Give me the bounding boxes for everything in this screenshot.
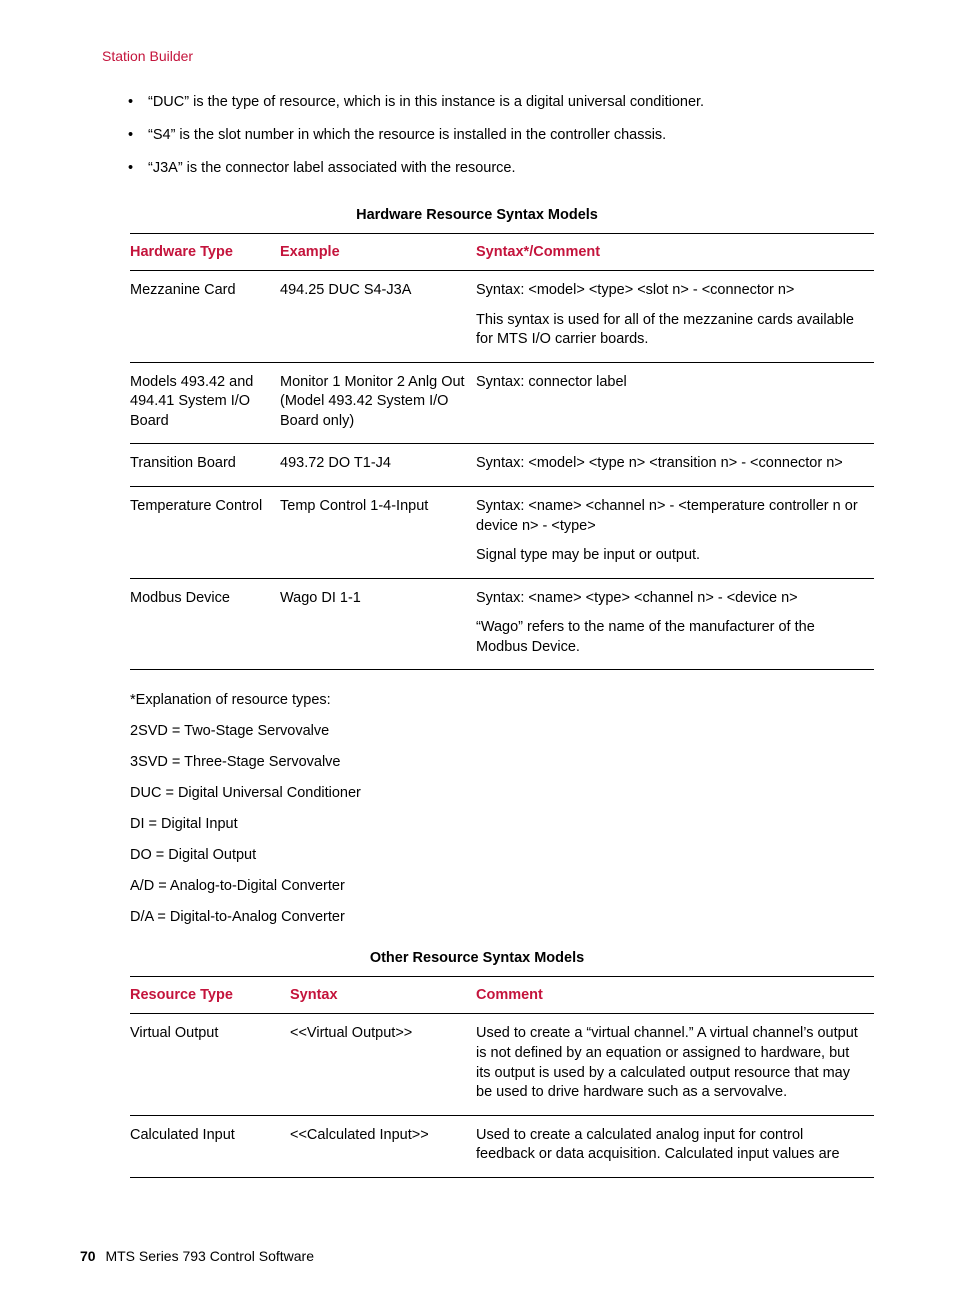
section-header: Station Builder bbox=[102, 48, 874, 64]
table2-h2: Syntax bbox=[290, 977, 476, 1014]
table-row: Transition Board 493.72 DO T1-J4 Syntax:… bbox=[130, 444, 874, 487]
note-line: D/A = Digital-to-Analog Converter bbox=[130, 907, 874, 928]
cell-line: Syntax: <model> <type n> <transition n> … bbox=[476, 454, 866, 474]
cell-line: Used to create a “virtual channel.” A vi… bbox=[476, 1024, 866, 1102]
cell: Temperature Control bbox=[130, 486, 280, 578]
table2-h3: Comment bbox=[476, 977, 874, 1014]
cell-line: Used to create a calculated analog input… bbox=[476, 1126, 866, 1165]
cell: Transition Board bbox=[130, 444, 280, 487]
cell: Mezzanine Card bbox=[130, 271, 280, 363]
note-line: DUC = Digital Universal Conditioner bbox=[130, 783, 874, 804]
cell: Syntax: connector label bbox=[476, 362, 874, 444]
resource-type-notes: *Explanation of resource types: 2SVD = T… bbox=[130, 690, 874, 928]
book-title: MTS Series 793 Control Software bbox=[105, 1248, 314, 1264]
cell: Modbus Device bbox=[130, 578, 280, 670]
note-line: DI = Digital Input bbox=[130, 814, 874, 835]
cell-line: Syntax: connector label bbox=[476, 373, 866, 393]
note-line: A/D = Analog-to-Digital Converter bbox=[130, 876, 874, 897]
bullet-item: “S4” is the slot number in which the res… bbox=[124, 125, 874, 146]
cell: 494.25 DUC S4-J3A bbox=[280, 271, 476, 363]
cell: Syntax: <name> <channel n> - <temperatur… bbox=[476, 486, 874, 578]
cell: Used to create a calculated analog input… bbox=[476, 1115, 874, 1177]
table2-h1: Resource Type bbox=[130, 977, 290, 1014]
bullet-item: “J3A” is the connector label associated … bbox=[124, 158, 874, 179]
cell: 493.72 DO T1-J4 bbox=[280, 444, 476, 487]
cell-line: Syntax: <name> <type> <channel n> - <dev… bbox=[476, 589, 866, 609]
cell-line: “Wago” refers to the name of the manufac… bbox=[476, 618, 866, 657]
bullet-list: “DUC” is the type of resource, which is … bbox=[124, 92, 874, 179]
note-line: 3SVD = Three-Stage Servovalve bbox=[130, 752, 874, 773]
page-footer: 70 MTS Series 793 Control Software bbox=[80, 1248, 874, 1264]
cell: Syntax: <name> <type> <channel n> - <dev… bbox=[476, 578, 874, 670]
table-row: Models 493.42 and 494.41 System I/O Boar… bbox=[130, 362, 874, 444]
table1-title: Hardware Resource Syntax Models bbox=[80, 207, 874, 223]
cell: Temp Control 1-4-Input bbox=[280, 486, 476, 578]
page-number: 70 bbox=[80, 1248, 96, 1264]
table-row: Mezzanine Card 494.25 DUC S4-J3A Syntax:… bbox=[130, 271, 874, 363]
note-line: DO = Digital Output bbox=[130, 845, 874, 866]
table1-h3: Syntax*/Comment bbox=[476, 234, 874, 271]
cell-line: This syntax is used for all of the mezza… bbox=[476, 311, 866, 350]
cell-line: Syntax: <name> <channel n> - <temperatur… bbox=[476, 497, 866, 536]
table-row: Modbus Device Wago DI 1-1 Syntax: <name>… bbox=[130, 578, 874, 670]
cell: <<Calculated Input>> bbox=[290, 1115, 476, 1177]
cell: Calculated Input bbox=[130, 1115, 290, 1177]
table-row: Temperature Control Temp Control 1-4-Inp… bbox=[130, 486, 874, 578]
note-line: *Explanation of resource types: bbox=[130, 690, 874, 711]
cell: Syntax: <model> <type n> <transition n> … bbox=[476, 444, 874, 487]
bullet-item: “DUC” is the type of resource, which is … bbox=[124, 92, 874, 113]
table-row: Calculated Input <<Calculated Input>> Us… bbox=[130, 1115, 874, 1177]
table-row: Virtual Output <<Virtual Output>> Used t… bbox=[130, 1014, 874, 1115]
note-line: 2SVD = Two-Stage Servovalve bbox=[130, 721, 874, 742]
table1-h1: Hardware Type bbox=[130, 234, 280, 271]
cell: Syntax: <model> <type> <slot n> - <conne… bbox=[476, 271, 874, 363]
hardware-syntax-table: Hardware Type Example Syntax*/Comment Me… bbox=[130, 233, 874, 670]
table1-h2: Example bbox=[280, 234, 476, 271]
cell: Monitor 1 Monitor 2 Anlg Out (Model 493.… bbox=[280, 362, 476, 444]
other-syntax-table: Resource Type Syntax Comment Virtual Out… bbox=[130, 976, 874, 1177]
cell: Used to create a “virtual channel.” A vi… bbox=[476, 1014, 874, 1115]
cell-line: Syntax: <model> <type> <slot n> - <conne… bbox=[476, 281, 866, 301]
cell: Virtual Output bbox=[130, 1014, 290, 1115]
cell: Wago DI 1-1 bbox=[280, 578, 476, 670]
cell: <<Virtual Output>> bbox=[290, 1014, 476, 1115]
table2-title: Other Resource Syntax Models bbox=[80, 950, 874, 966]
cell-line: Signal type may be input or output. bbox=[476, 546, 866, 566]
cell: Models 493.42 and 494.41 System I/O Boar… bbox=[130, 362, 280, 444]
